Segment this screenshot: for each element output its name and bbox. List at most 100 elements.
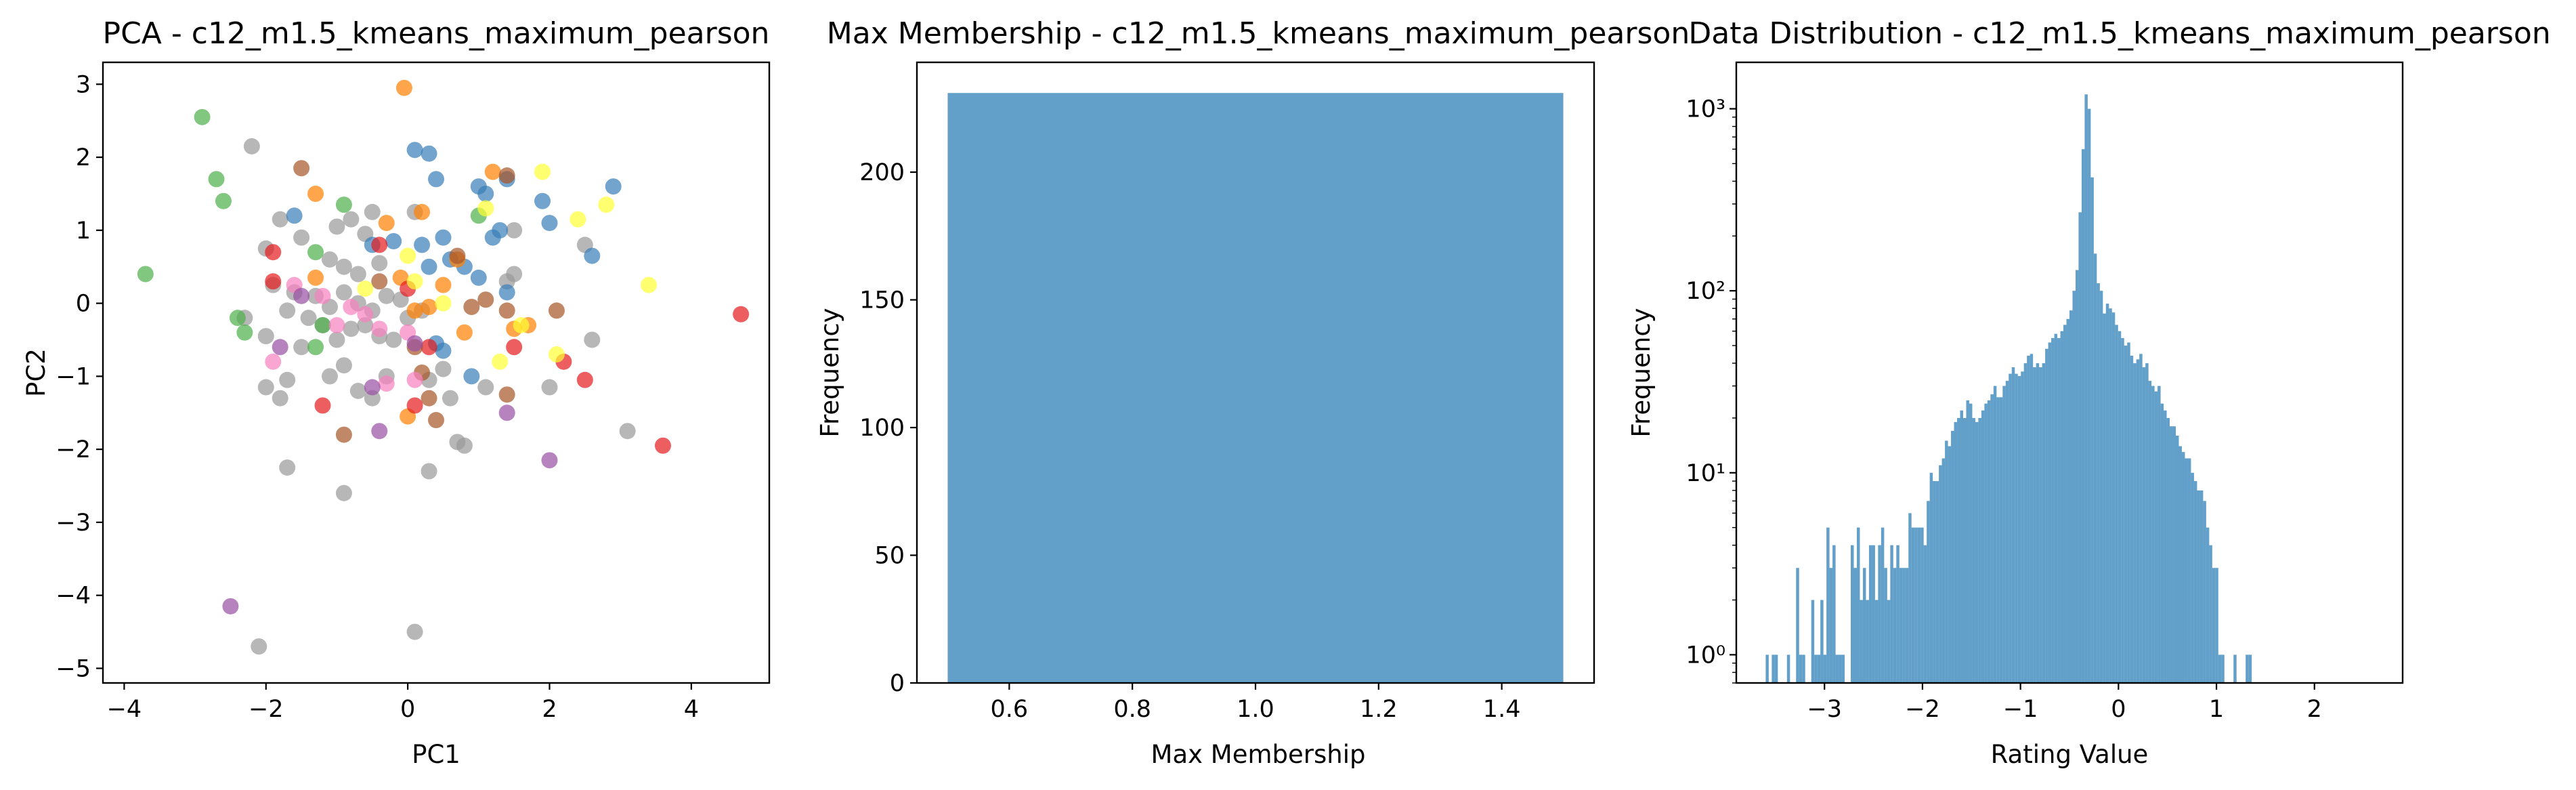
histogram-bar bbox=[2103, 313, 2106, 683]
scatter-point bbox=[215, 192, 232, 209]
scatter-point bbox=[498, 404, 515, 421]
scatter-point bbox=[449, 247, 466, 264]
histogram-bar bbox=[1832, 545, 1836, 683]
scatter-point bbox=[357, 306, 374, 323]
scatter-point bbox=[506, 266, 523, 283]
histogram-bar bbox=[2011, 367, 2015, 683]
scatter-point bbox=[236, 324, 253, 341]
data-distribution-panel: Data Distribution - c12_m1.5_kmeans_maxi… bbox=[1627, 16, 2551, 769]
scatter-point bbox=[406, 302, 423, 319]
y-tick-label: 50 bbox=[874, 543, 905, 570]
scatter-point bbox=[506, 222, 523, 238]
histogram-bar bbox=[1887, 600, 1891, 683]
scatter-point bbox=[548, 302, 565, 319]
scatter-point bbox=[435, 360, 452, 377]
histogram-bar bbox=[2133, 363, 2137, 683]
histogram-bar bbox=[2054, 333, 2058, 683]
x-tick-label: −4 bbox=[107, 696, 142, 723]
histogram-bar bbox=[2154, 391, 2158, 683]
histogram-bar bbox=[2148, 381, 2152, 683]
histogram-bar bbox=[1851, 545, 1854, 683]
histogram-bar bbox=[2191, 472, 2194, 683]
histogram-bar bbox=[2084, 94, 2088, 684]
histogram-bar bbox=[1826, 527, 1830, 683]
scatter-point bbox=[265, 244, 282, 261]
histogram-bar bbox=[1941, 458, 1946, 683]
histogram-bar bbox=[2145, 363, 2149, 683]
scatter-point bbox=[435, 276, 452, 293]
scatter-point bbox=[286, 207, 303, 224]
x-tick-label: 2 bbox=[2307, 696, 2322, 723]
scatter-point bbox=[421, 390, 437, 407]
histogram-bar bbox=[1899, 568, 1903, 683]
histogram-bar bbox=[1914, 527, 1918, 683]
scatter-point bbox=[378, 375, 395, 392]
scatter-point bbox=[243, 138, 260, 154]
pca-y-axis-label: PC2 bbox=[22, 348, 51, 397]
scatter-point bbox=[194, 108, 211, 125]
histogram-bar bbox=[2030, 354, 2034, 683]
histogram-bar bbox=[1799, 654, 1803, 683]
scatter-point bbox=[548, 346, 565, 363]
pca-x-axis-label: PC1 bbox=[412, 740, 460, 769]
scatter-point bbox=[619, 423, 636, 440]
histogram-bar bbox=[2033, 367, 2036, 683]
histogram-bar bbox=[1802, 654, 1805, 683]
histogram-bar bbox=[2063, 325, 2067, 683]
scatter-point bbox=[307, 185, 324, 202]
scatter-point bbox=[477, 200, 494, 217]
scatter-point bbox=[654, 437, 671, 454]
scatter-point bbox=[400, 247, 416, 264]
histogram-bar bbox=[1999, 397, 2003, 683]
histogram-bar bbox=[1969, 403, 1973, 683]
scatter-point bbox=[335, 357, 352, 374]
scatter-point bbox=[208, 171, 225, 188]
scatter-point bbox=[314, 397, 331, 414]
histogram-bar bbox=[2060, 331, 2064, 684]
scatter-point bbox=[293, 287, 310, 304]
histogram-bar bbox=[1884, 568, 1887, 683]
y-tick-label: −3 bbox=[56, 510, 91, 537]
distribution-x-axis-label: Rating Value bbox=[1991, 740, 2149, 769]
histogram-bar bbox=[1872, 545, 1875, 683]
x-tick-label: −3 bbox=[1807, 696, 1842, 723]
scatter-point bbox=[498, 386, 515, 403]
scatter-point bbox=[442, 390, 458, 407]
histogram-bar bbox=[1920, 527, 1924, 683]
histogram-bar bbox=[2069, 310, 2073, 684]
histogram-bar bbox=[2115, 325, 2118, 683]
histogram-bar bbox=[2015, 373, 2018, 683]
histogram-bar bbox=[2170, 426, 2173, 683]
scatter-point bbox=[541, 379, 558, 396]
histogram-bar bbox=[1911, 527, 1915, 683]
histogram-bar bbox=[2027, 355, 2030, 683]
histogram-bar bbox=[1962, 417, 1967, 683]
scatter-point bbox=[570, 211, 586, 228]
histogram-bar bbox=[1774, 654, 1778, 683]
histogram-bar bbox=[2072, 291, 2076, 684]
histogram-bar bbox=[1929, 472, 1933, 683]
scatter-point bbox=[498, 284, 515, 301]
scatter-point bbox=[605, 178, 622, 195]
histogram-bar bbox=[2206, 527, 2210, 683]
scatter-point bbox=[641, 276, 658, 293]
scatter-point bbox=[576, 371, 593, 388]
scatter-point bbox=[257, 379, 274, 396]
scatter-point bbox=[371, 423, 388, 440]
histogram-bar bbox=[1772, 654, 1775, 683]
scatter-point bbox=[335, 196, 352, 213]
histogram-bar bbox=[2181, 452, 2185, 683]
histogram-bar bbox=[2009, 373, 2012, 683]
scatter-point bbox=[406, 623, 423, 640]
histogram-bar bbox=[1978, 417, 1981, 683]
scatter-point bbox=[307, 244, 324, 261]
scatter-point bbox=[272, 339, 288, 356]
scatter-point bbox=[492, 222, 509, 238]
histogram-bar bbox=[1868, 545, 1872, 683]
histogram-bar bbox=[2039, 367, 2042, 683]
histogram-bar bbox=[2209, 545, 2212, 683]
scatter-point bbox=[534, 163, 551, 180]
scatter-point bbox=[435, 295, 452, 312]
histogram-bar bbox=[1935, 481, 1939, 683]
histogram-bar bbox=[1893, 568, 1897, 683]
